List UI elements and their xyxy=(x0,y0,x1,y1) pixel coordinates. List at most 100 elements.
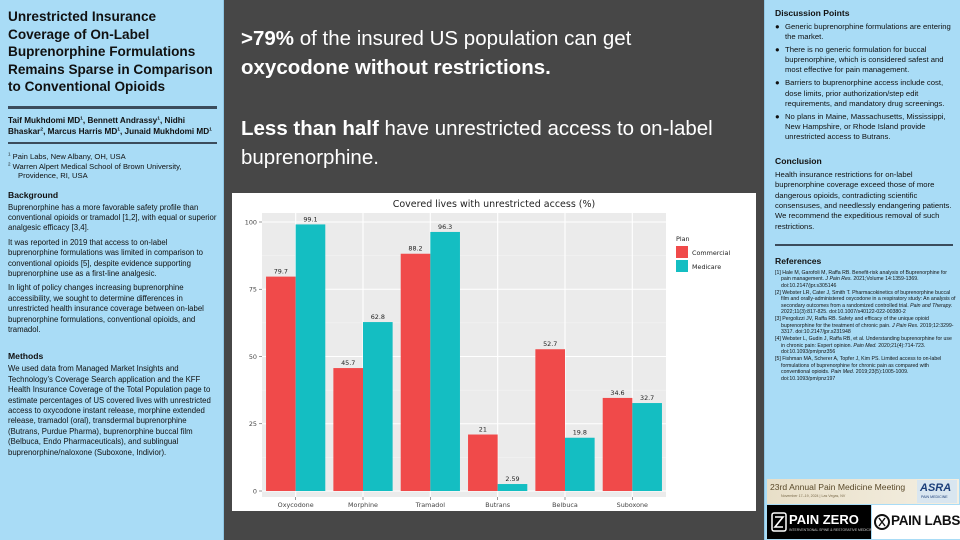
bar-value-label: 99.1 xyxy=(303,215,317,223)
headline-oxycodone: >79% of the insured US population can ge… xyxy=(241,24,741,82)
bar-medicare-butrans xyxy=(497,484,528,491)
bar-medicare-suboxone xyxy=(632,403,662,491)
author-name: Nidhi Bhaskar xyxy=(8,115,185,137)
reference-text: 2021;Volume 14:1359-1369. doi:10.2147/jp… xyxy=(781,276,919,289)
bullet-icon: ● xyxy=(775,78,780,88)
discussion-point: ● There is no generic formulation for buc… xyxy=(775,45,957,75)
reference-text: 2019;23(5):1005-1009. doi:10.1093/pm/pnz… xyxy=(781,369,909,382)
reference-text: 2019;12:3299-3317. doi:10.2147/jpr.s2319… xyxy=(781,322,954,336)
author-name: Taif Mukhdomi MD xyxy=(8,115,81,125)
poster-title: Unrestricted Insurance Coverage of On-La… xyxy=(8,9,213,95)
bar-value-label: 32.7 xyxy=(640,394,654,402)
headline-text: have unrestricted access to on-label bup… xyxy=(241,117,713,169)
bullet-icon: ● xyxy=(775,22,780,31)
plot-area xyxy=(262,213,666,497)
y-tick-label: 50 xyxy=(249,353,257,361)
legend-label-medicare: Medicare xyxy=(692,263,721,271)
references-heading: References xyxy=(775,255,822,266)
pain-labs-logo: PAIN LABS xyxy=(872,505,960,539)
asra-logo-text: ASRA xyxy=(920,482,952,494)
reference-journal: J Pain Res. xyxy=(892,322,919,329)
bar-value-label: 52.7 xyxy=(543,340,557,348)
discussion-list: ● Generic buprenorphine formulations are … xyxy=(775,22,957,142)
methods-heading: Methods xyxy=(8,351,44,362)
reference-item: [2] Webster LR, Cater J, Smith T. Pharma… xyxy=(775,290,957,316)
x-axis-ticks: Oxycodone Morphine Tramadol Butrans Belbuca S… xyxy=(278,497,648,509)
author-sep: , xyxy=(119,127,125,137)
author-sup: 1 xyxy=(117,127,120,133)
bar-commercial-oxycodone xyxy=(266,276,296,491)
affiliation-1: 1 Pain Labs, New Albany, OH, USA xyxy=(8,152,217,161)
bar-group xyxy=(266,224,662,491)
bar-commercial-suboxone xyxy=(602,397,633,491)
right-panel-content: Discussion Points ● Generic buprenorphine… xyxy=(775,8,957,383)
pain-zero-icon xyxy=(771,512,787,532)
asra-logo: ASRA PAIN MEDICINE xyxy=(917,480,957,503)
center-panel: >79% of the insured US population can ge… xyxy=(224,0,764,540)
bullet-icon: ● xyxy=(775,111,780,121)
author-sup: 1 xyxy=(157,116,160,122)
authors-divider xyxy=(8,141,217,144)
conference-dates: November 17–19, 2024 | Las Vegas, NV xyxy=(781,494,846,498)
background-paragraph: Buprenorphine has a more favorable safet… xyxy=(8,202,217,233)
left-panel: Unrestricted Insurance Coverage of On-La… xyxy=(0,0,224,540)
affiliation-2: 2 Warren Alpert Medical School of Brown … xyxy=(8,161,217,181)
x-tick-label: Oxycodone xyxy=(278,501,314,509)
affiliation-sup: 2 xyxy=(8,161,11,167)
reference-text: [2] Webster LR, Cater J, Smith T. Pharma… xyxy=(775,289,956,309)
conclusion-heading: Conclusion xyxy=(775,156,822,167)
author-list: Taif Mukhdomi MD1, Bennett Andrassy1, Ni… xyxy=(8,115,217,138)
bar-label-group: 79.7 99.1 45.7 62.8 88.2 96.3 21 2.59 52.7 19.8 34… xyxy=(274,215,655,483)
y-tick-label: 75 xyxy=(249,286,257,294)
y-tick-label: 25 xyxy=(249,420,257,428)
discussion-text: No plans in Maine, Massachusetts, Missis… xyxy=(785,111,946,141)
conference-name: 23rd Annual Pain Medicine Meeting xyxy=(770,482,906,492)
reference-journal: Pain Med. xyxy=(853,342,877,349)
y-tick-label: 100 xyxy=(245,218,257,226)
reference-journal: Pain and Therapy. xyxy=(910,302,953,309)
discussion-point: ● Generic buprenorphine formulations are … xyxy=(775,22,957,42)
reference-text: 2022;11(3):817-825. doi:10.1007/s40122-0… xyxy=(781,309,906,316)
headline-emphasis: oxycodone without restrictions. xyxy=(241,56,551,79)
background-paragraph: In light of policy changes increasing bu… xyxy=(8,283,204,335)
x-tick-label: Tramadol xyxy=(415,501,446,509)
headline-emphasis: Less than half xyxy=(241,117,379,140)
reference-journal: J Pain Res. xyxy=(825,276,852,283)
author-name: Marcus Harris MD xyxy=(47,127,118,137)
background-heading: Background xyxy=(8,189,59,200)
bullet-icon: ● xyxy=(775,45,780,55)
bar-commercial-morphine xyxy=(333,368,363,491)
y-tick-label: 0 xyxy=(253,487,257,495)
title-divider xyxy=(8,105,217,109)
headline-buprenorphine: Less than half have unrestricted access … xyxy=(241,114,741,172)
bar-value-label: 19.8 xyxy=(573,429,587,437)
legend-swatch-medicare xyxy=(676,260,688,272)
legend-label-commercial: Commercial xyxy=(692,249,730,257)
bar-commercial-belbuca xyxy=(535,349,565,491)
x-tick-label: Butrans xyxy=(485,501,511,509)
y-axis-ticks: 0 25 50 75 100 xyxy=(245,218,262,495)
reference-item: [1] Hale M, Garofoli M, Raffa RB. Benefi… xyxy=(775,270,957,290)
reference-text: [1] Hale M, Garofoli M, Raffa RB. Benefi… xyxy=(775,269,948,283)
affiliation-sup: 1 xyxy=(8,151,11,157)
reference-text: [4] Webster L, Gudin J, Raffa RB, et al.… xyxy=(775,336,952,349)
author-sep: , xyxy=(43,127,48,137)
chart-title: Covered lives with unrestricted access (… xyxy=(393,199,596,210)
asra-logo-subtext: PAIN MEDICINE xyxy=(921,495,948,499)
affiliation-text: Warren Alpert Medical School of Brown Un… xyxy=(12,162,182,181)
x-tick-label: Belbuca xyxy=(552,501,578,509)
discussion-text: Generic buprenorphine formulations are e… xyxy=(785,22,951,42)
right-panel: Discussion Points ● Generic buprenorphine… xyxy=(764,0,960,540)
bar-medicare-belbuca xyxy=(565,437,595,491)
discussion-point: ● Barriers to buprenorphine access includ… xyxy=(775,78,957,108)
author-sep: , xyxy=(82,115,88,125)
pain-zero-text: PAIN ZERO xyxy=(789,512,859,527)
bar-value-label: 88.2 xyxy=(408,245,422,253)
legend-swatch-commercial xyxy=(676,246,688,258)
author-name: Bennett Andrassy xyxy=(87,115,158,125)
affiliations: 1 Pain Labs, New Albany, OH, USA 2 Warre… xyxy=(8,152,217,181)
bar-commercial-tramadol xyxy=(400,253,431,491)
conclusion-divider xyxy=(775,243,953,246)
bar-value-label: 34.6 xyxy=(610,389,624,397)
x-tick-label: Morphine xyxy=(348,501,378,509)
